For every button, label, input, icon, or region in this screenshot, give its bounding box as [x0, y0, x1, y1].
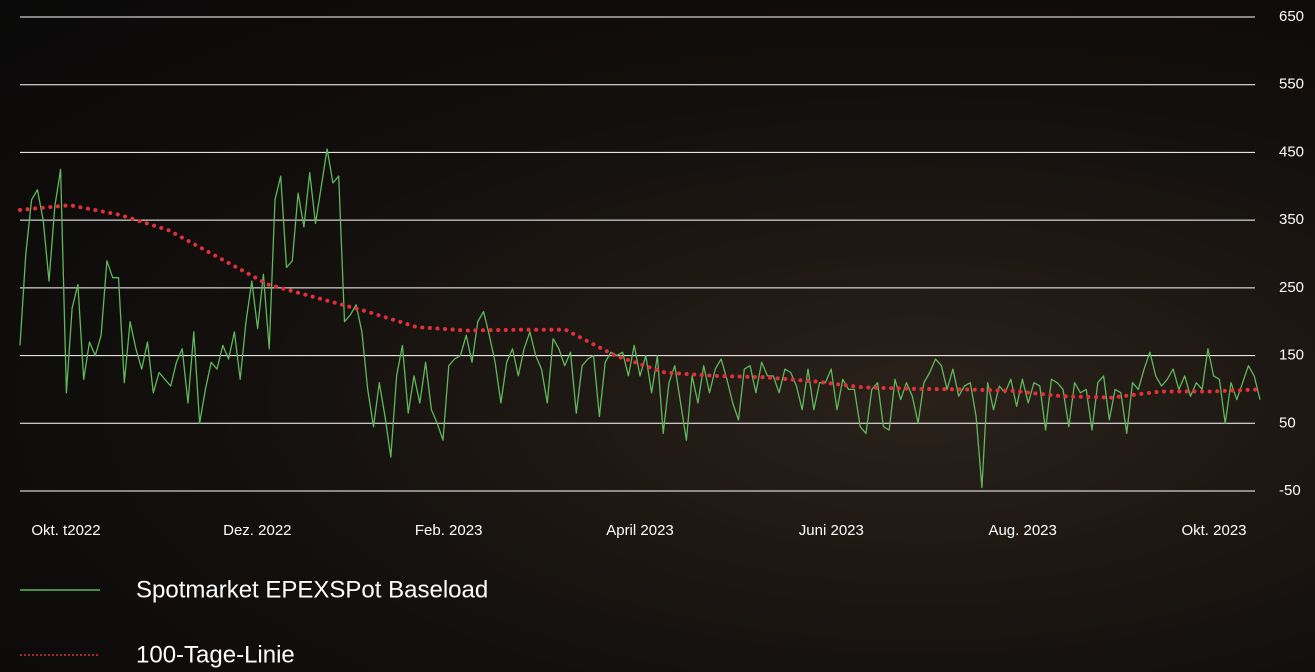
x-tick-label: Okt. t2022: [31, 522, 100, 539]
series-line: [18, 203, 1262, 400]
y-tick-label: 650: [1279, 8, 1304, 25]
x-tick-label: Juni 2023: [799, 522, 864, 539]
y-tick-label: 550: [1279, 76, 1304, 93]
x-tick-label: April 2023: [606, 522, 674, 539]
series-line: [19, 148, 1261, 489]
legend-label: Spotmarket EPEXSPot Baseload: [136, 576, 488, 603]
y-tick-label: 50: [1279, 414, 1296, 431]
y-tick-label: 350: [1279, 211, 1304, 228]
x-tick-label: Dez. 2022: [223, 522, 291, 539]
legend-label: 100-Tage-Linie: [136, 641, 295, 668]
y-tick-label: 150: [1279, 347, 1304, 364]
y-tick-label: 250: [1279, 279, 1304, 296]
x-tick-label: Feb. 2023: [415, 522, 483, 539]
y-tick-label: -50: [1279, 482, 1301, 499]
y-tick-label: 450: [1279, 143, 1304, 160]
x-tick-label: Aug. 2023: [988, 522, 1056, 539]
x-tick-label: Okt. 2023: [1181, 522, 1246, 539]
